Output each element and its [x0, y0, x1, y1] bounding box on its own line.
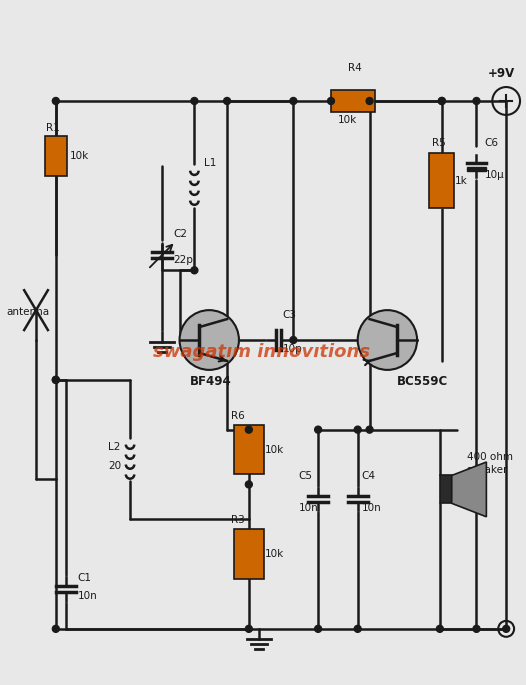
Circle shape [503, 625, 510, 632]
Circle shape [438, 97, 446, 105]
Text: 10k: 10k [265, 549, 284, 559]
Text: L2: L2 [108, 442, 120, 451]
Text: R5: R5 [432, 138, 446, 148]
Text: 10n: 10n [362, 503, 381, 513]
Text: C5: C5 [298, 471, 312, 482]
Text: R4: R4 [348, 63, 361, 73]
Text: C6: C6 [484, 138, 499, 148]
Circle shape [53, 376, 59, 384]
Circle shape [53, 97, 59, 105]
Circle shape [354, 426, 361, 433]
Text: 400 ohm: 400 ohm [467, 451, 512, 462]
Text: +9V: +9V [488, 67, 515, 80]
Circle shape [473, 97, 480, 105]
Text: 10p: 10p [282, 344, 302, 354]
Text: 20: 20 [108, 462, 122, 471]
Polygon shape [452, 462, 487, 516]
Circle shape [366, 97, 373, 105]
Text: R1: R1 [46, 123, 59, 133]
Bar [440, 475, 452, 503]
Text: 10n: 10n [298, 503, 318, 513]
Text: C1: C1 [78, 573, 92, 583]
Circle shape [179, 310, 239, 370]
Circle shape [366, 426, 373, 433]
Text: 1k: 1k [454, 175, 468, 186]
Circle shape [358, 310, 417, 370]
Circle shape [224, 97, 230, 105]
Circle shape [53, 625, 59, 632]
Circle shape [245, 426, 252, 433]
Text: 10k: 10k [69, 151, 89, 161]
Circle shape [290, 97, 297, 105]
Text: C3: C3 [282, 310, 297, 320]
Text: C4: C4 [362, 471, 376, 482]
Text: 22p: 22p [174, 256, 194, 265]
Circle shape [437, 625, 443, 632]
Text: C2: C2 [174, 229, 188, 240]
Text: R6: R6 [231, 411, 245, 421]
Circle shape [315, 426, 321, 433]
Circle shape [315, 625, 321, 632]
Bar [234, 425, 264, 475]
Text: L1: L1 [204, 158, 217, 168]
Text: BF494: BF494 [189, 375, 231, 388]
Circle shape [245, 481, 252, 488]
Bar [429, 153, 454, 208]
Text: 10k: 10k [338, 115, 358, 125]
Bar [234, 530, 264, 579]
Circle shape [354, 625, 361, 632]
Text: R3: R3 [231, 515, 245, 525]
Circle shape [245, 625, 252, 632]
Circle shape [53, 376, 59, 384]
Text: 10n: 10n [78, 591, 97, 601]
Circle shape [473, 625, 480, 632]
Bar [45, 136, 67, 175]
Text: BC559C: BC559C [397, 375, 449, 388]
Circle shape [290, 336, 297, 343]
Text: speaker: speaker [467, 466, 508, 475]
Text: antenna: antenna [6, 307, 49, 317]
Bar [331, 90, 375, 112]
Bar [467, 166, 487, 171]
Circle shape [191, 267, 198, 274]
Text: swagatım innovıtions: swagatım innovıtions [153, 343, 370, 361]
Circle shape [438, 97, 446, 105]
Text: 10k: 10k [265, 445, 284, 455]
Text: 10μ: 10μ [484, 170, 504, 179]
Circle shape [191, 97, 198, 105]
Circle shape [328, 97, 335, 105]
